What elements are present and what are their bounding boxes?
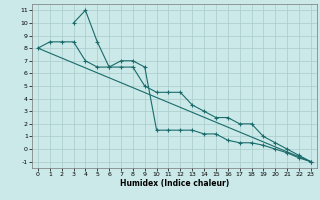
X-axis label: Humidex (Indice chaleur): Humidex (Indice chaleur) [120,179,229,188]
